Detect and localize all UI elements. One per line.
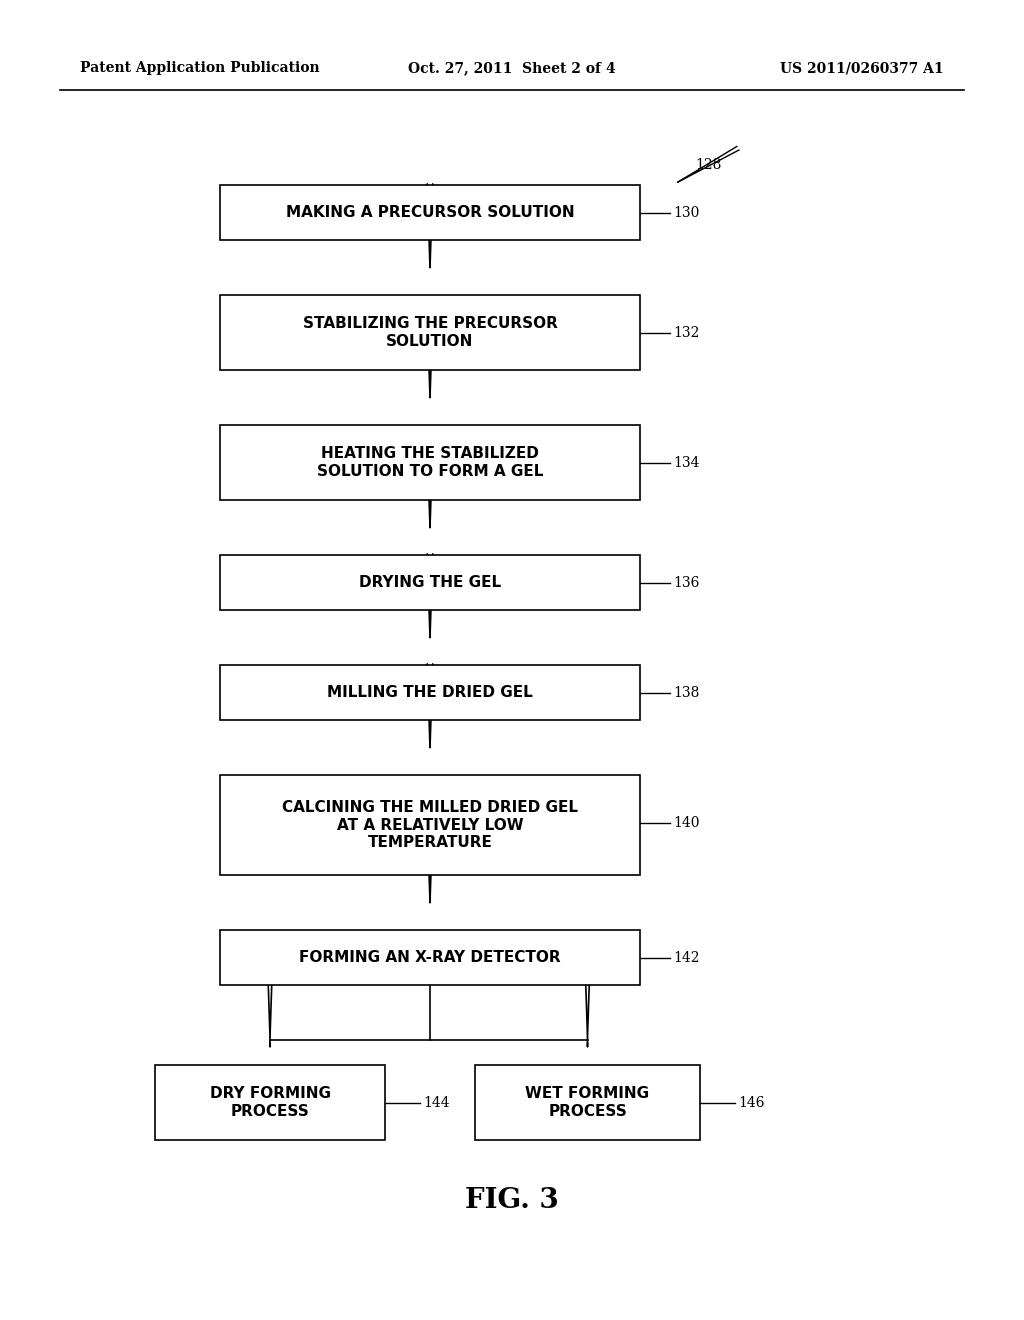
Text: Oct. 27, 2011  Sheet 2 of 4: Oct. 27, 2011 Sheet 2 of 4 [409, 61, 615, 75]
Text: 142: 142 [673, 950, 699, 965]
Text: 144: 144 [423, 1096, 450, 1110]
Bar [220, 775, 640, 875]
Text: 128: 128 [677, 147, 739, 182]
Text: DRY FORMING
PROCESS: DRY FORMING PROCESS [210, 1086, 331, 1119]
Bar [475, 1065, 700, 1140]
Bar [220, 931, 640, 985]
Text: US 2011/0260377 A1: US 2011/0260377 A1 [780, 61, 944, 75]
Bar [220, 294, 640, 370]
Bar [220, 554, 640, 610]
Text: Patent Application Publication: Patent Application Publication [80, 61, 319, 75]
Text: WET FORMING
PROCESS: WET FORMING PROCESS [525, 1086, 649, 1119]
Text: CALCINING THE MILLED DRIED GEL
AT A RELATIVELY LOW
TEMPERATURE: CALCINING THE MILLED DRIED GEL AT A RELA… [282, 800, 578, 850]
Text: 134: 134 [673, 455, 699, 470]
Text: DRYING THE GEL: DRYING THE GEL [359, 576, 501, 590]
Text: MILLING THE DRIED GEL: MILLING THE DRIED GEL [327, 685, 532, 700]
Bar [220, 665, 640, 719]
Text: MAKING A PRECURSOR SOLUTION: MAKING A PRECURSOR SOLUTION [286, 205, 574, 220]
Text: HEATING THE STABILIZED
SOLUTION TO FORM A GEL: HEATING THE STABILIZED SOLUTION TO FORM … [316, 446, 543, 479]
Text: 136: 136 [673, 576, 699, 590]
Text: 132: 132 [673, 326, 699, 341]
Text: 146: 146 [738, 1096, 765, 1110]
Text: FORMING AN X-RAY DETECTOR: FORMING AN X-RAY DETECTOR [299, 950, 561, 965]
Bar [220, 185, 640, 240]
Text: 140: 140 [673, 816, 699, 830]
Text: STABILIZING THE PRECURSOR
SOLUTION: STABILIZING THE PRECURSOR SOLUTION [302, 317, 557, 348]
Bar [155, 1065, 385, 1140]
Text: 138: 138 [673, 686, 699, 700]
Text: FIG. 3: FIG. 3 [465, 1187, 559, 1213]
Bar [220, 425, 640, 500]
Text: 130: 130 [673, 206, 699, 220]
